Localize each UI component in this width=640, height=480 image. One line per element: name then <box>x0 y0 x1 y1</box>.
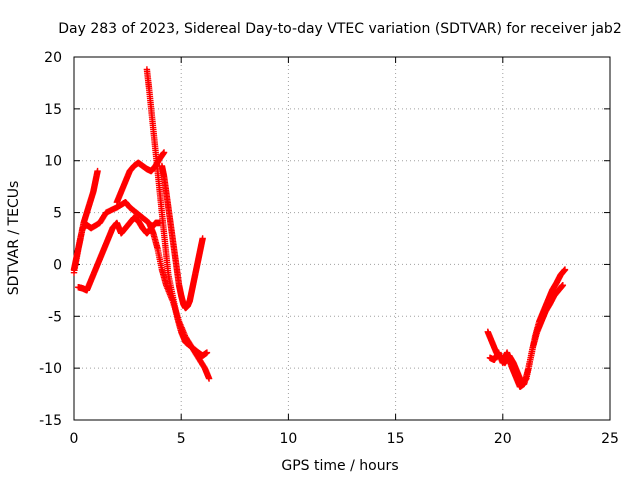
x-tick-label: 15 <box>387 431 405 447</box>
grid-lines <box>74 57 610 420</box>
y-tick-label: -15 <box>39 413 62 429</box>
series-track-3 <box>75 214 163 294</box>
data-point <box>94 167 101 175</box>
data-point <box>205 375 213 382</box>
y-tick-label: 15 <box>44 102 62 118</box>
y-tick-label: -5 <box>48 309 62 325</box>
x-tick-label: 0 <box>70 431 79 447</box>
x-tick-label: 20 <box>494 431 512 447</box>
y-tick-labels: -15 -10 -5 0 5 10 15 20 <box>39 50 62 429</box>
data-point <box>203 349 211 356</box>
plot-frame <box>73 56 611 421</box>
data-point <box>160 149 168 156</box>
data-points <box>70 66 569 391</box>
y-tick-label: -10 <box>39 361 62 377</box>
y-tick-label: 20 <box>44 50 62 66</box>
y-tick-label: 10 <box>44 154 62 170</box>
y-axis-label: SDTVAR / TECUs <box>6 181 22 296</box>
y-tick-label: 0 <box>53 257 62 273</box>
x-tick-label: 25 <box>601 431 619 447</box>
y-tick-label: 5 <box>53 206 62 222</box>
data-point <box>199 235 206 242</box>
x-tick-labels: 0 5 10 15 20 25 <box>70 431 619 447</box>
x-axis-label: GPS time / hours <box>281 458 398 474</box>
series-track-5 <box>143 66 211 359</box>
data-point <box>561 266 569 273</box>
chart-title: Day 283 of 2023, Sidereal Day-to-day VTE… <box>58 21 621 37</box>
x-tick-label: 5 <box>177 431 186 447</box>
data-point <box>559 281 567 289</box>
series-track-6 <box>158 162 206 312</box>
series-track-8 <box>486 281 567 391</box>
x-tick-label: 10 <box>279 431 297 447</box>
series-track-1 <box>70 167 101 273</box>
series-track-4 <box>113 149 168 206</box>
